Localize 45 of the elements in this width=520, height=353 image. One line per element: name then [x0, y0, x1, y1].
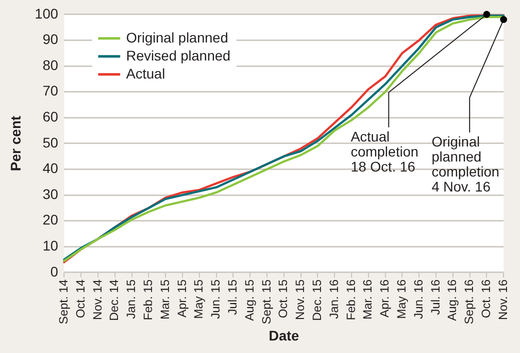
x-tick-label: Feb. 16	[344, 279, 358, 320]
x-tick-label: Sept. 15	[259, 279, 274, 324]
y-tick-label: 50	[42, 134, 58, 150]
x-tick-label: Mar. 15	[158, 279, 172, 320]
x-tick-label: Apr. 15	[174, 279, 189, 318]
x-axis-title: Date	[268, 327, 300, 344]
y-tick-label: 70	[42, 82, 58, 99]
x-tick-label: Dec. 14	[107, 279, 122, 321]
y-tick-label: 40	[42, 160, 58, 176]
x-tick-label: Jan. 15	[124, 279, 138, 319]
legend-label: Revised planned	[126, 47, 230, 64]
y-tick-label: 10	[42, 238, 58, 254]
annotation: Actual completion 18 Oct. 16	[350, 128, 418, 174]
y-tick-label: 30	[42, 186, 58, 202]
x-tick-label: May 15	[192, 279, 206, 319]
legend-label: Original planned	[126, 29, 228, 46]
y-tick-label: 100	[34, 5, 58, 22]
x-tick-label: Jan. 16	[326, 279, 341, 319]
x-tick-label: Oct. 15	[276, 279, 290, 318]
y-tick-label: 90	[42, 31, 58, 48]
x-tick-label: Aug. 15	[242, 279, 256, 321]
y-tick-label: 60	[42, 108, 58, 124]
x-tick-label: Jul. 16	[428, 279, 442, 315]
x-tick-label: Dec. 15	[310, 279, 324, 321]
x-tick-label: Oct. 16	[479, 279, 494, 318]
x-tick-label: May 16	[394, 279, 409, 319]
x-tick-label: Aug. 16	[445, 279, 460, 321]
x-tick-label: Nov. 16	[496, 279, 510, 320]
y-tick-label: 0	[50, 263, 58, 280]
x-tick-label: Sept. 14	[56, 279, 70, 324]
x-tick-label: Apr. 16	[378, 279, 392, 318]
x-tick-label: Sept. 16	[462, 279, 476, 324]
x-tick-label: Nov. 14	[90, 279, 104, 320]
annotation: Original planned completion 4 Nov. 16	[432, 133, 500, 194]
y-tick-label: 80	[42, 56, 58, 73]
x-tick-label: Feb. 15	[140, 279, 155, 320]
legend-label: Actual	[126, 65, 166, 82]
x-tick-label: Jun. 15	[208, 279, 223, 319]
x-tick-label: Jun. 16	[411, 279, 426, 319]
x-tick-label: Nov. 15	[293, 279, 308, 320]
y-axis-title: Per cent	[7, 115, 24, 172]
y-tick-label: 20	[42, 212, 58, 228]
x-tick-label: Jul. 15	[225, 279, 240, 315]
x-tick-label: Mar. 16	[360, 279, 375, 320]
x-tick-label: Oct. 14	[73, 279, 88, 318]
